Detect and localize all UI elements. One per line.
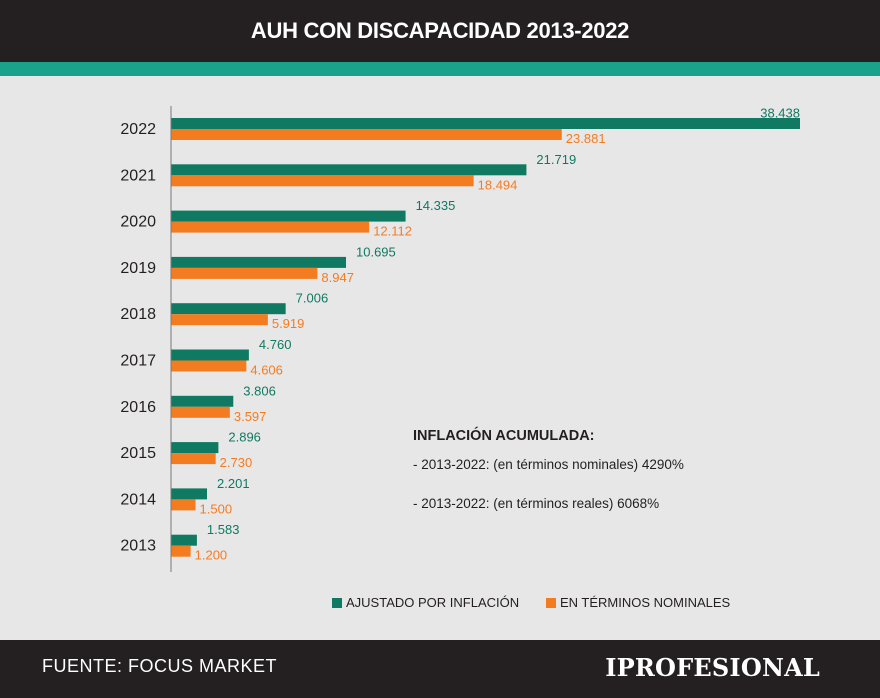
value-label-nominal: 3.597 [234,409,267,424]
value-label-adjusted: 21.719 [536,152,576,167]
bar-nominal [171,499,196,511]
legend-swatch-nominal [546,597,556,608]
category-label: 2022 [120,121,156,138]
value-label-adjusted: 14.335 [416,198,456,213]
value-label-nominal: 1.500 [200,501,233,516]
header-bar: AUH CON DISCAPACIDAD 2013-2022 [0,0,880,62]
bar-nominal [171,267,318,279]
legend-label-adjusted: AJUSTADO POR INFLACIÓN [346,595,520,610]
bar-adjusted [171,488,208,500]
category-label: 2014 [120,491,156,508]
value-label-nominal: 18.494 [478,177,518,192]
value-label-adjusted: 2.896 [228,430,261,445]
value-label-adjusted: 2.201 [217,476,250,491]
legend-item-adjusted: AJUSTADO POR INFLACIÓN [332,595,519,610]
bar-nominal [171,453,216,465]
bar-adjusted [171,164,527,176]
inflation-note-title: INFLACIÓN ACUMULADA: [413,428,595,444]
footer-bar: FUENTE: FOCUS MARKET IPROFESIONAL [0,640,880,698]
value-label-adjusted: 10.695 [356,244,396,259]
bar-adjusted [171,118,800,129]
brand-logo: IPROFESIONAL [605,653,820,682]
category-label: 2018 [120,306,156,323]
bar-nominal [171,314,268,326]
category-label: 2016 [120,399,156,416]
chart-title: AUH CON DISCAPACIDAD 2013-2022 [250,18,630,43]
bar-adjusted [171,303,286,315]
bar-adjusted [171,534,197,546]
value-label-nominal: 8.947 [321,270,354,285]
value-label-nominal: 4.606 [250,363,283,378]
category-label: 2015 [120,445,156,462]
bar-adjusted [171,442,219,454]
value-label-nominal: 5.919 [272,316,305,331]
accent-strip [0,62,880,76]
bar-nominal [171,221,370,233]
category-label: 2019 [120,260,156,277]
bar-adjusted [171,395,234,407]
bar-nominal [171,545,191,557]
bar-adjusted [171,210,406,222]
source-text: FUENTE: FOCUS MARKET [42,656,278,676]
category-label: 2020 [120,214,156,231]
bar-adjusted [171,349,249,361]
legend-item-nominal: EN TÉRMINOS NOMINALES [546,595,730,610]
value-label-adjusted: 4.760 [259,337,292,352]
value-label-adjusted: 3.806 [243,383,276,398]
inflation-note-real: - 2013-2022: (en términos reales) 6068% [413,496,660,511]
category-label: 2013 [120,538,156,555]
value-label-nominal: 12.112 [373,224,412,239]
bar-nominal [171,406,230,418]
value-label-nominal: 23.881 [566,131,606,146]
bar-nominal [171,360,247,372]
legend-label-nominal: EN TÉRMINOS NOMINALES [560,595,731,610]
category-label: 2017 [120,353,156,370]
bar-nominal [171,175,474,187]
bar-chart: 2022 38.438 23.881 2021 21.719 18.494 2020 14.3… [120,106,800,572]
value-label-adjusted: 1.583 [207,522,240,537]
inflation-note-nominal: - 2013-2022: (en términos nominales) 429… [413,457,684,472]
value-label-nominal: 2.730 [220,455,253,470]
value-label-adjusted: 38.438 [760,106,800,121]
bar-adjusted [171,256,347,268]
bar-nominal [171,129,562,140]
value-label-nominal: 1.200 [195,548,228,563]
category-label: 2021 [120,167,156,184]
value-label-adjusted: 7.006 [296,291,329,306]
legend-swatch-adjusted [332,597,342,608]
